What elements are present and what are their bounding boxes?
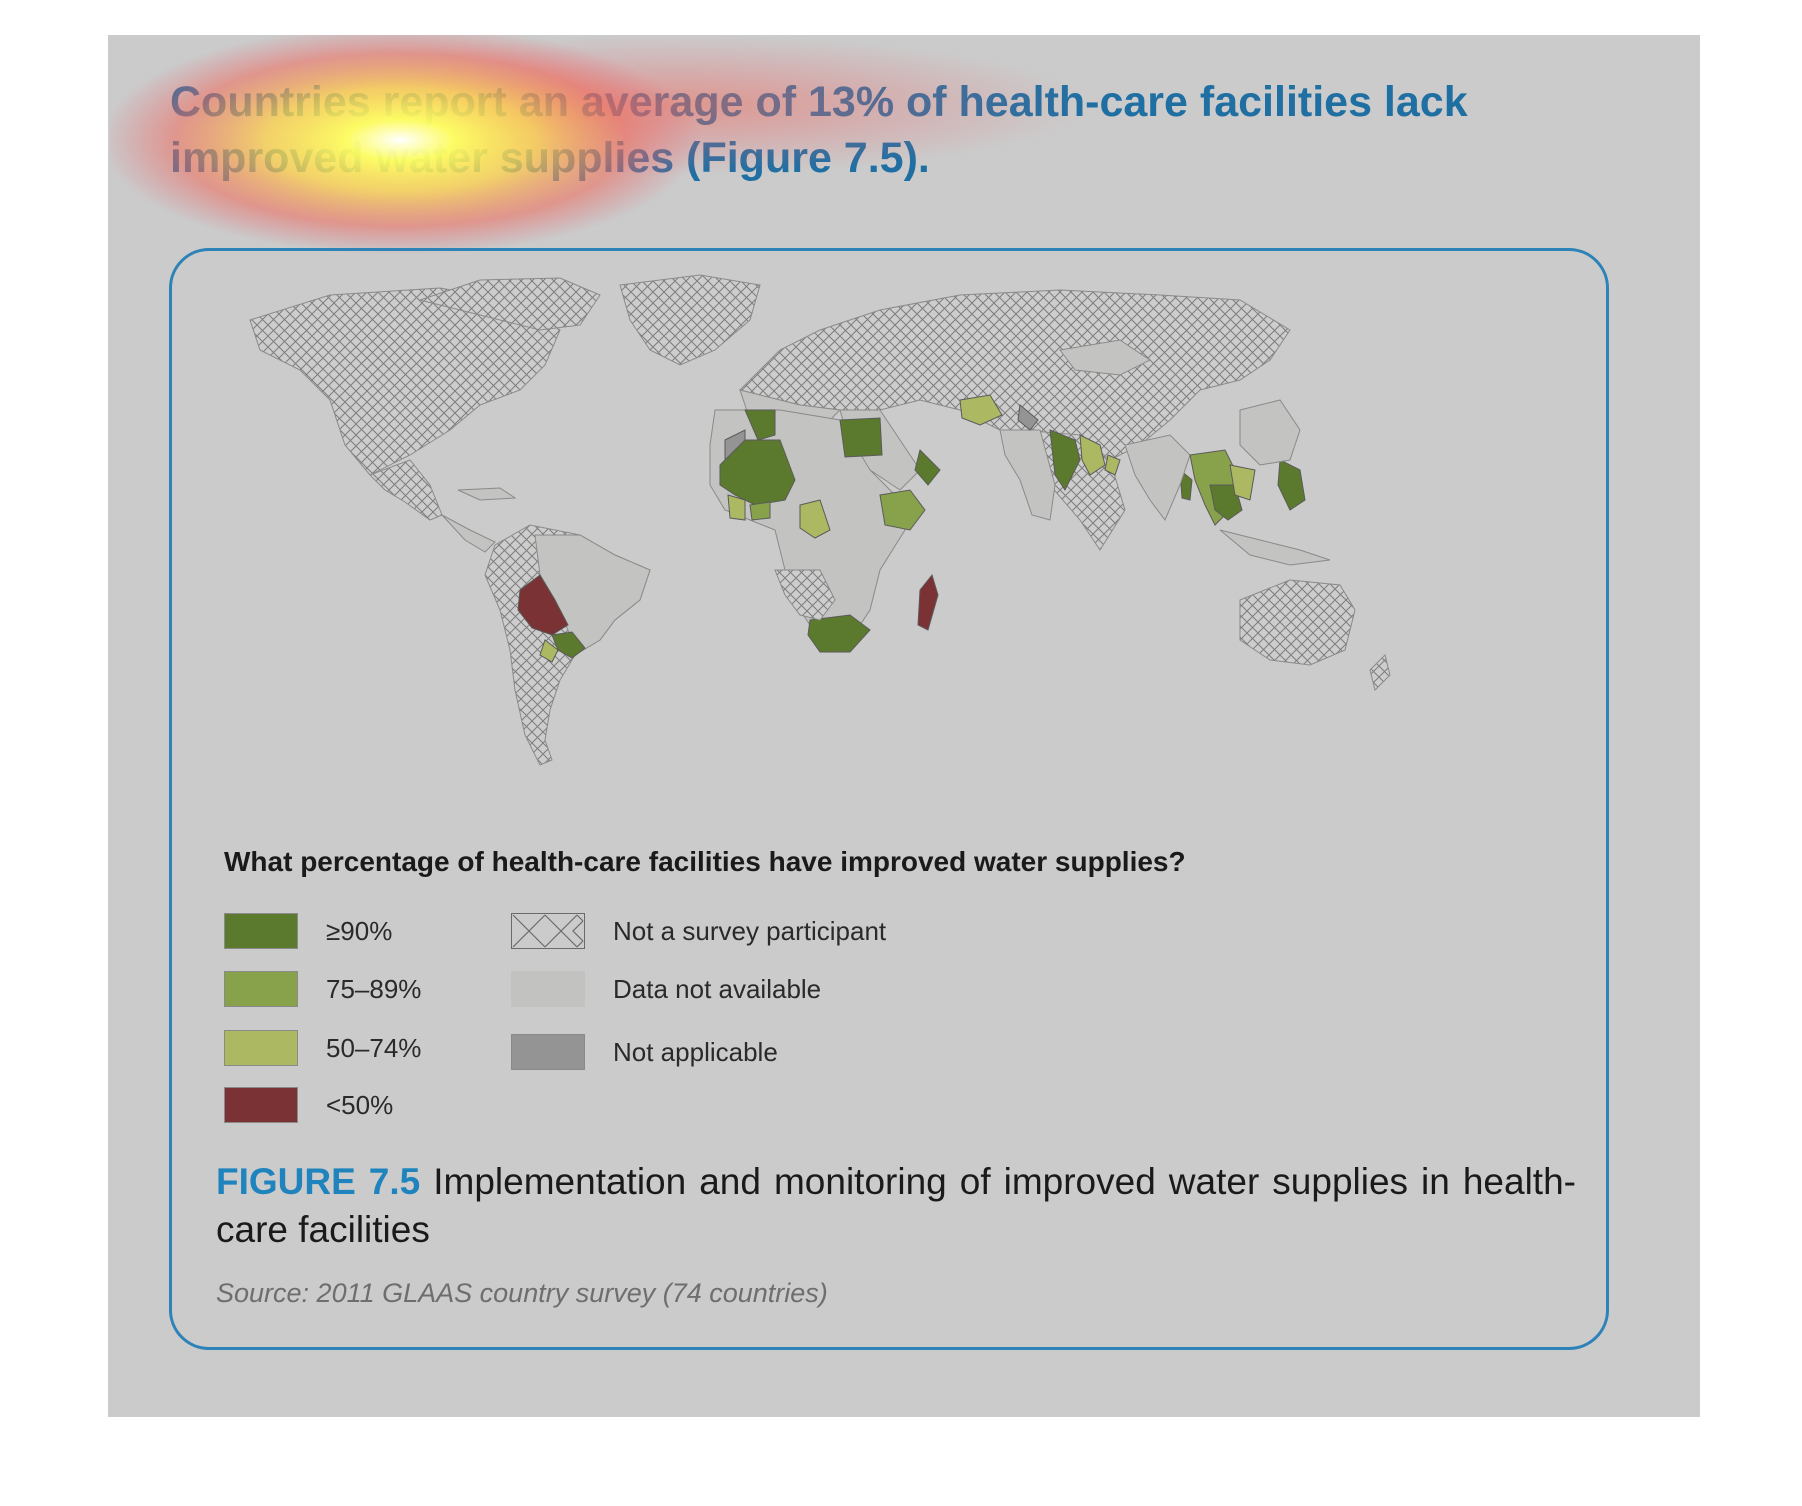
legend-swatch	[224, 913, 298, 949]
figure-source: Source: 2011 GLAAS country survey (74 co…	[216, 1278, 828, 1308]
legend-label: <50%	[326, 1089, 394, 1120]
legend-swatch	[511, 1034, 585, 1070]
figure-caption: FIGURE 7.5 Implementation and monitoring…	[216, 1158, 1576, 1254]
north-america	[249, 277, 601, 553]
south-asia	[1124, 399, 1331, 566]
legend-label: 50–74%	[326, 1032, 422, 1063]
legend-item-50-74: 50–74%	[224, 1028, 421, 1068]
legend-swatch	[224, 1087, 298, 1123]
legend-item-not-participant: Not a survey participant	[511, 911, 886, 951]
legend-label: ≥90%	[326, 915, 393, 946]
legend-label: Data not available	[613, 973, 822, 1004]
africa	[709, 409, 939, 653]
figure-panel	[108, 35, 1700, 1417]
south-america	[484, 524, 651, 766]
new-zealand	[1369, 654, 1391, 691]
legend-item-data-not-available: Data not available	[511, 969, 821, 1009]
australia	[1239, 579, 1356, 666]
legend-title: What percentage of health-care facilitie…	[224, 846, 1186, 877]
legend-item-75-89: 75–89%	[224, 969, 421, 1009]
legend-swatch-crosshatch	[511, 913, 585, 949]
bolivia-region	[517, 574, 569, 636]
legend-item-90-plus: ≥90%	[224, 911, 392, 951]
legend-swatch	[224, 1030, 298, 1066]
figure-label: FIGURE 7.5	[216, 1161, 421, 1202]
headline: Countries report an average of 13% of he…	[170, 78, 1468, 182]
legend-label: Not a survey participant	[613, 915, 887, 946]
greenland	[619, 274, 761, 366]
legend-label: Not applicable	[613, 1036, 778, 1067]
figure-card	[169, 248, 1609, 1350]
figure-caption-text: Implementation and monitoring of improve…	[216, 1161, 1576, 1250]
legend-swatch	[511, 971, 585, 1007]
legend-item-below-50: <50%	[224, 1085, 393, 1125]
legend-item-not-applicable: Not applicable	[511, 1032, 778, 1072]
legend-swatch	[224, 971, 298, 1007]
legend-label: 75–89%	[326, 973, 422, 1004]
world-map	[249, 274, 1391, 766]
